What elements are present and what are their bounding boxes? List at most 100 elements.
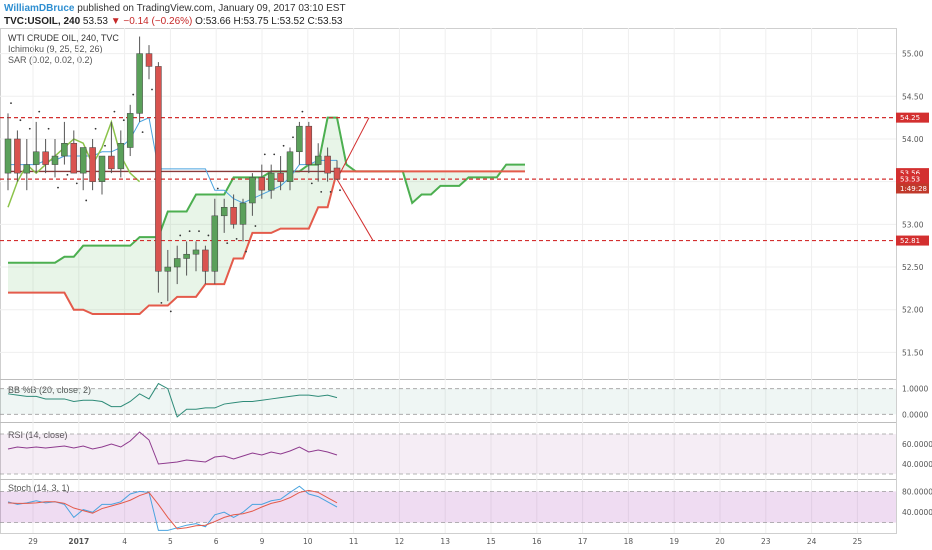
publisher-user-link[interactable]: WilliamDBruce: [4, 3, 75, 14]
candle-body[interactable]: [258, 177, 266, 191]
sar-dot: [292, 136, 294, 139]
candle-body[interactable]: [155, 66, 162, 272]
tenkan-sen: [8, 116, 337, 204]
candle-body[interactable]: [249, 177, 256, 204]
price-tag-label: 53.56: [900, 170, 921, 178]
stoch-d-line: [7, 489, 338, 530]
sar-dot: [132, 93, 135, 96]
x-tick-label: 24: [807, 537, 817, 546]
sar-dot: [245, 250, 247, 253]
candle-body[interactable]: [239, 202, 247, 225]
x-tick-label: 5: [168, 537, 173, 546]
candle-body[interactable]: [23, 164, 31, 174]
candle-body[interactable]: [4, 138, 12, 174]
y-tick-label: 54.00: [902, 135, 924, 144]
bb-percent-line: [7, 382, 338, 418]
candle-body[interactable]: [117, 142, 125, 170]
price-tag-label: 53.53: [900, 176, 920, 184]
candle-body[interactable]: [89, 147, 96, 182]
candle-body[interactable]: [277, 172, 284, 182]
publisher-line: WilliamDBruce published on TradingView.c…: [4, 2, 346, 15]
sar-dot: [85, 199, 88, 202]
legend-ichimoku[interactable]: Ichimoku (9, 25, 52, 26): [8, 44, 103, 54]
x-tick-label: 9: [260, 537, 265, 546]
sar-dot: [235, 237, 238, 240]
sar-dot: [28, 127, 31, 130]
plot-frame: [0, 28, 897, 534]
y-tick-label: 52.50: [902, 263, 924, 272]
symbol-label: TVC:USOIL, 240: [4, 16, 81, 27]
candle-body[interactable]: [230, 207, 237, 225]
stoch-band: [0, 491, 896, 523]
x-tick-label: 17: [578, 537, 588, 546]
sar-dot: [320, 191, 323, 193]
legend-rsi[interactable]: RSI (14, close): [8, 430, 68, 440]
y-tick-label: 53.00: [902, 220, 924, 229]
x-tick-label: 16: [532, 537, 542, 546]
price-tag-label: 52.81: [900, 237, 920, 245]
senkou-span-b: [8, 170, 525, 315]
sar-dot: [216, 187, 219, 190]
sar-dot: [339, 189, 341, 192]
indicator-tick-label: 0.0000: [902, 410, 928, 419]
candle-body[interactable]: [192, 249, 200, 255]
rsi-line: [7, 431, 338, 465]
sar-dot: [160, 301, 163, 304]
sar-dot: [226, 242, 229, 245]
candle-body[interactable]: [51, 155, 59, 165]
candle-body[interactable]: [173, 258, 181, 268]
y-tick-label: 54.50: [902, 92, 924, 101]
candle-body[interactable]: [126, 113, 134, 148]
candle-body[interactable]: [324, 155, 331, 174]
legend-bb[interactable]: BB %B (20, close, 2): [8, 385, 91, 395]
candle-body[interactable]: [333, 167, 341, 180]
candle-body[interactable]: [202, 249, 209, 272]
candle-body[interactable]: [70, 142, 78, 174]
indicator-tick-label: 80.0000: [902, 487, 932, 496]
sar-dot: [169, 310, 172, 313]
candle-body[interactable]: [61, 142, 68, 157]
sar-dot: [282, 144, 285, 147]
price-tag: [896, 235, 929, 246]
candle-body[interactable]: [314, 155, 322, 165]
candle-body[interactable]: [267, 172, 275, 191]
x-tick-label: 20: [715, 537, 725, 546]
candle-body[interactable]: [98, 155, 106, 182]
symbol-line: TVC:USOIL, 240 53.53 ▼ −0.14 (−0.26%) O:…: [4, 15, 342, 28]
chart-title: WTI CRUDE OIL, 240, TVC: [8, 33, 119, 43]
candle-body[interactable]: [79, 147, 87, 174]
x-tick-label: 4: [122, 537, 127, 546]
sar-dot: [75, 182, 78, 185]
candle-body[interactable]: [14, 138, 21, 174]
indicator-tick-label: 60.0000: [902, 440, 932, 449]
sar-dot: [301, 110, 304, 113]
legend-sar[interactable]: SAR (0.02, 0.02, 0.2): [8, 55, 93, 65]
candle-body[interactable]: [136, 53, 143, 114]
candle-body[interactable]: [108, 155, 115, 170]
candle-body[interactable]: [32, 151, 40, 165]
sar-dot: [66, 173, 69, 176]
sar-dot: [329, 191, 332, 193]
candle-body[interactable]: [305, 125, 313, 165]
legend-stoch[interactable]: Stoch (14, 3, 1): [8, 483, 70, 493]
sar-dot: [198, 230, 200, 233]
indicator-tick-label: 1.0000: [902, 385, 928, 394]
x-tick-label: 10: [303, 537, 313, 546]
publish-info: published on TradingView.com, January 09…: [74, 3, 346, 14]
candle-body[interactable]: [183, 253, 190, 259]
candle-body[interactable]: [220, 207, 228, 217]
sar-dot: [104, 144, 106, 147]
candle-body[interactable]: [296, 125, 303, 153]
sar-dot: [273, 153, 276, 156]
candle-body[interactable]: [42, 151, 49, 165]
sar-dot: [179, 234, 182, 237]
ohlc-values: O:53.66 H:53.75 L:53.52 C:53.53: [195, 16, 343, 27]
price-tag: [896, 174, 929, 185]
x-tick-label: 13: [440, 537, 450, 546]
candle-body[interactable]: [164, 266, 172, 272]
candle-body[interactable]: [145, 53, 153, 67]
candle-body[interactable]: [211, 215, 219, 272]
candle-body[interactable]: [286, 151, 294, 182]
indicator-tick-label: 40.0000: [902, 460, 932, 469]
